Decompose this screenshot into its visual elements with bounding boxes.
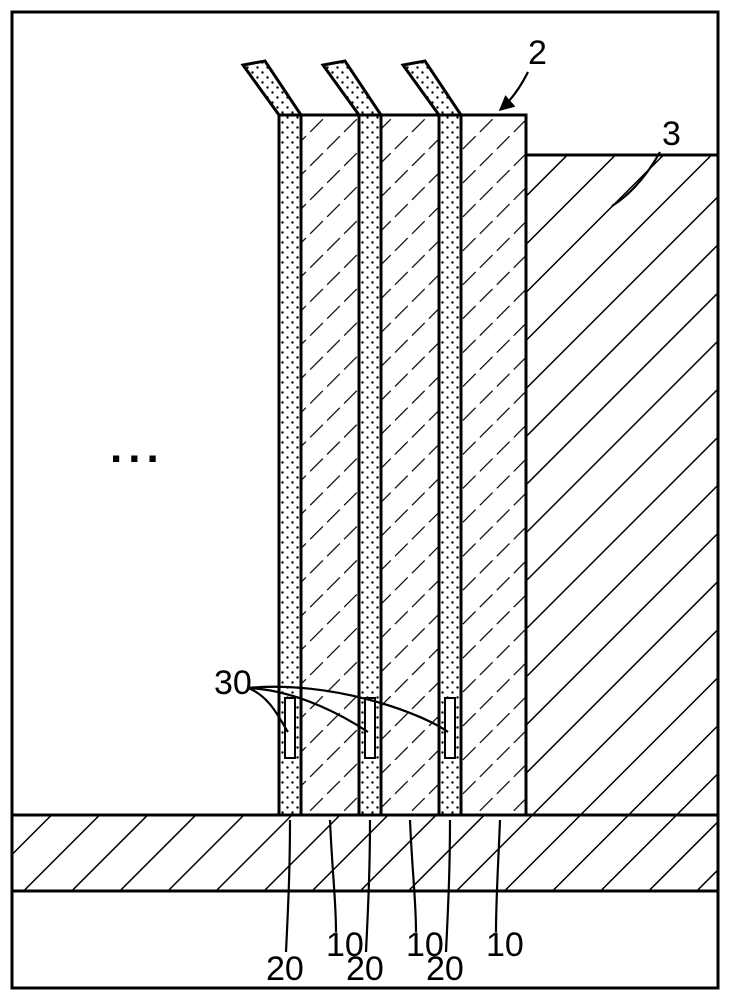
label-20-7: 20: [346, 950, 384, 988]
insert-2: [445, 698, 455, 758]
slab-5: [461, 115, 526, 815]
slab-3: [381, 115, 439, 815]
label-2-0: 2: [528, 34, 547, 72]
ellipsis: ...: [110, 423, 165, 472]
label-20-8: 20: [426, 950, 464, 988]
label-3-1: 3: [662, 115, 681, 153]
label-10-5: 10: [486, 926, 524, 964]
label-30-2: 30: [214, 664, 252, 702]
base-slab: [12, 815, 718, 891]
leader-2: [500, 72, 528, 110]
right-block: [526, 155, 718, 815]
insert-1: [365, 698, 375, 758]
label-20-6: 20: [266, 950, 304, 988]
